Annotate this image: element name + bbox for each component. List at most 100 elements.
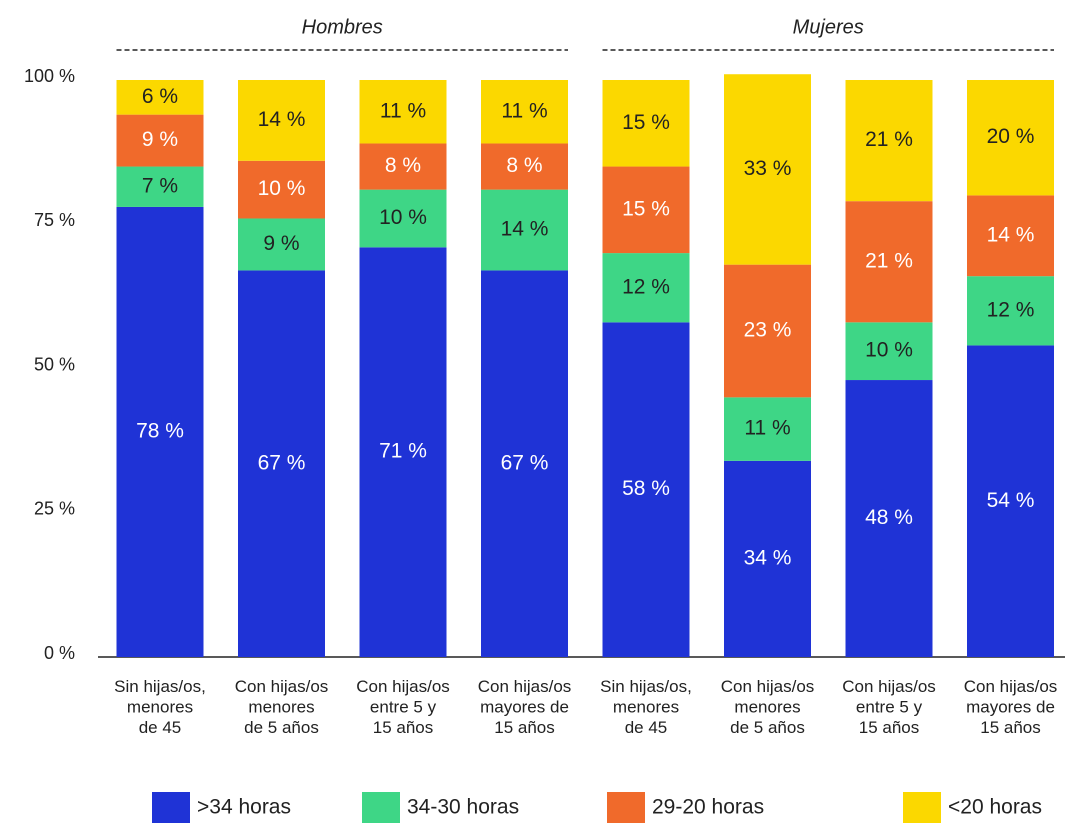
bar-segment xyxy=(845,322,933,381)
x-tick-label: Con hijas/os entre 5 y 15 años xyxy=(356,677,450,737)
x-tick-label-line: entre 5 y xyxy=(370,698,437,717)
value-label: 12 % xyxy=(987,298,1035,321)
legend-label: >34 horas xyxy=(197,796,291,819)
value-label: 21 % xyxy=(865,249,913,272)
x-tick-label: Con hijas/os menores de 5 años xyxy=(235,677,329,737)
bar-segment xyxy=(602,80,690,167)
group-label: Mujeres xyxy=(793,16,864,38)
x-tick-label-line: menores xyxy=(127,698,193,717)
bar-segment xyxy=(724,74,811,265)
x-tick-label-line: menores xyxy=(734,698,800,717)
bar-segment xyxy=(602,166,690,254)
value-label: 12 % xyxy=(622,275,670,298)
value-label: 20 % xyxy=(987,125,1035,148)
x-tick-label-line: mayores de xyxy=(480,698,569,717)
x-tick-label-line: Con hijas/os xyxy=(964,677,1058,696)
x-tick-label-line: de 5 años xyxy=(730,718,805,737)
x-tick-label-line: menores xyxy=(248,698,314,717)
group-label: Hombres xyxy=(302,16,383,38)
value-label: 9 % xyxy=(142,128,178,151)
value-label: 15 % xyxy=(622,111,670,134)
bar-segment xyxy=(116,206,204,657)
y-tick-label: 50 % xyxy=(34,354,75,374)
bar-segment xyxy=(724,397,811,461)
bar-segment xyxy=(967,80,1054,196)
value-label: 34 % xyxy=(744,546,792,569)
x-tick-label-line: 15 años xyxy=(494,718,555,737)
legend-swatch xyxy=(152,792,190,823)
value-label: 48 % xyxy=(865,506,913,529)
value-label: 10 % xyxy=(379,206,427,229)
value-label: 78 % xyxy=(136,420,184,443)
bar-segment xyxy=(481,189,568,271)
bar-segment xyxy=(238,218,325,271)
value-label: 10 % xyxy=(258,177,306,200)
x-tick-label: Sin hijas/os, menores de 45 xyxy=(114,677,206,737)
x-tick-label-line: Con hijas/os xyxy=(356,677,450,696)
value-label: 8 % xyxy=(506,154,542,177)
bar-segment xyxy=(238,270,325,657)
bar-segment xyxy=(359,143,447,190)
bar-segment xyxy=(481,270,568,657)
value-label: 33 % xyxy=(744,157,792,180)
y-tick-label: 75 % xyxy=(34,210,75,230)
bar-segment xyxy=(359,189,447,248)
legend-label: 34-30 horas xyxy=(407,796,519,819)
x-tick-label: Con hijas/os entre 5 y 15 años xyxy=(842,677,936,737)
bar-segment xyxy=(602,322,690,657)
x-tick-label-line: Con hijas/os xyxy=(478,677,572,696)
value-label: 14 % xyxy=(258,108,306,131)
x-tick-label-line: Con hijas/os xyxy=(721,677,815,696)
legend-swatch xyxy=(362,792,400,823)
value-label: 14 % xyxy=(987,223,1035,246)
bar-segment xyxy=(967,345,1054,657)
value-label: 67 % xyxy=(258,451,306,474)
bar-segment xyxy=(724,264,811,398)
legend-swatch xyxy=(903,792,941,823)
y-tick-label: 100 % xyxy=(24,66,75,86)
legend-label: <20 horas xyxy=(948,796,1042,819)
x-tick-label: Con hijas/os mayores de 15 años xyxy=(964,677,1058,737)
value-label: 9 % xyxy=(263,232,299,255)
value-label: 11 % xyxy=(380,99,426,122)
bar-segment xyxy=(845,80,933,202)
x-tick-label-line: entre 5 y xyxy=(856,698,923,717)
value-label: 54 % xyxy=(987,489,1035,512)
x-tick-label-line: Sin hijas/os, xyxy=(600,677,692,696)
bar-segment xyxy=(967,195,1054,277)
value-label: 23 % xyxy=(744,319,792,342)
bar-segment xyxy=(724,460,811,657)
value-label: 11 % xyxy=(501,99,547,122)
x-tick-label-line: 15 años xyxy=(980,718,1041,737)
x-tick-label: Sin hijas/os, menores de 45 xyxy=(600,677,692,737)
x-tick-label-line: Con hijas/os xyxy=(842,677,936,696)
value-label: 58 % xyxy=(622,477,670,500)
legend-swatch xyxy=(607,792,645,823)
x-tick-label-line: de 5 años xyxy=(244,718,319,737)
bar-segment xyxy=(359,247,447,657)
value-label: 10 % xyxy=(865,339,913,362)
value-label: 8 % xyxy=(385,154,421,177)
bar-segment xyxy=(238,160,325,219)
bar-segment xyxy=(602,253,690,323)
bar-segment xyxy=(845,201,933,323)
value-label: 6 % xyxy=(142,85,178,108)
x-tick-label: Con hijas/os menores de 5 años xyxy=(721,677,815,737)
bar-segment xyxy=(116,114,204,167)
bar-segment xyxy=(845,380,933,657)
bar-segment xyxy=(238,80,325,161)
x-tick-label-line: 15 años xyxy=(373,718,434,737)
x-tick-label-line: de 45 xyxy=(625,718,668,737)
y-tick-label: 0 % xyxy=(44,643,75,663)
x-tick-label-line: de 45 xyxy=(139,718,182,737)
bar-segment xyxy=(967,276,1054,346)
legend-label: 29-20 horas xyxy=(652,796,764,819)
bar-segment xyxy=(116,166,204,207)
bar-segment xyxy=(481,143,568,190)
value-label: 21 % xyxy=(865,128,913,151)
value-label: 14 % xyxy=(501,218,549,241)
value-label: 67 % xyxy=(501,451,549,474)
value-label: 15 % xyxy=(622,197,670,220)
bar-segment xyxy=(359,80,447,144)
